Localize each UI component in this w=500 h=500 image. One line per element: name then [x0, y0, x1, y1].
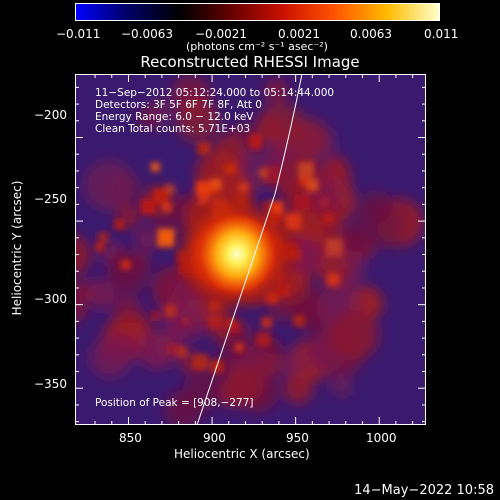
- annotation-energy-range: Energy Range: 6.0 − 12.0 keV: [95, 111, 254, 123]
- colorbar-tick-1: −0.011: [56, 27, 101, 41]
- emission-halo-blob: [75, 297, 87, 324]
- emission-structure-blob: [114, 219, 125, 230]
- emission-structure-blob: [165, 184, 175, 194]
- emission-halo-blob: [112, 335, 138, 361]
- colorbar-tick-2: −0.0063: [121, 27, 174, 41]
- emission-structure-blob: [238, 182, 249, 193]
- colorbar-tick-5: 0.0063: [350, 27, 392, 41]
- emission-structure-blob: [306, 179, 319, 191]
- rhessi-image: [75, 74, 426, 425]
- emission-structure-blob: [293, 315, 305, 327]
- emission-structure-blob: [258, 168, 268, 177]
- x-axis-label: Heliocentric X (arcsec): [174, 447, 310, 461]
- emission-halo-blob: [86, 278, 117, 310]
- emission-structure-blob: [298, 161, 315, 178]
- emission-halo-blob: [147, 97, 174, 124]
- x-tick-label-1000: 1000: [366, 431, 397, 445]
- colorbar-tick-3: −0.0021: [195, 27, 248, 41]
- emission-structure-blob: [164, 304, 177, 318]
- annotation-peak-position: Position of Peak = [908,−277]: [95, 397, 254, 409]
- emission-structure-blob: [195, 180, 211, 196]
- emission-halo-blob: [163, 389, 203, 425]
- colorbar-tick-4: 0.0021: [278, 27, 320, 41]
- emission-halo-blob: [107, 251, 150, 294]
- emission-halo-blob: [258, 101, 304, 147]
- emission-halo-blob: [135, 227, 159, 251]
- x-tick-label-900: 900: [203, 431, 226, 445]
- plot-title: Reconstructed RHESSI Image: [140, 53, 360, 71]
- emission-structure-blob: [181, 317, 190, 326]
- emission-structure-blob: [325, 238, 343, 256]
- emission-structure-blob: [157, 228, 175, 246]
- annotation-clean-counts: Clean Total counts: 5.71E+03: [95, 123, 251, 135]
- y-tick-label-neg200: −200: [34, 108, 67, 122]
- emission-structure-blob: [326, 273, 340, 286]
- emission-core: [199, 214, 275, 294]
- emission-structure-blob: [210, 179, 222, 190]
- emission-structure-blob: [299, 177, 309, 187]
- emission-structure-blob: [120, 259, 131, 270]
- y-tick-label-neg300: −300: [34, 292, 67, 306]
- x-tick-label-950: 950: [286, 431, 309, 445]
- emission-halo-blob: [175, 98, 220, 143]
- emission-halo-blob: [283, 374, 313, 404]
- emission-halo-blob: [75, 279, 93, 303]
- plot-frame: [75, 74, 426, 425]
- emission-structure-blob: [230, 322, 241, 333]
- emission-halo-blob: [329, 310, 379, 360]
- emission-structure-blob: [198, 194, 209, 205]
- emission-structure-blob: [166, 343, 178, 355]
- emission-structure-blob: [234, 342, 244, 353]
- colorbar: [75, 3, 440, 21]
- emission-halo-blob: [258, 353, 282, 377]
- x-tick-label-850: 850: [119, 431, 142, 445]
- emission-structure-blob: [150, 310, 161, 321]
- emission-structure-blob: [162, 202, 172, 212]
- y-tick-label-neg250: −250: [34, 192, 67, 206]
- emission-halo-blob: [113, 294, 142, 323]
- emission-structure-blob: [208, 315, 222, 329]
- emission-halo-blob: [83, 159, 135, 211]
- emission-structure-blob: [95, 243, 104, 252]
- colorbar-unit-label: (photons cm⁻² s⁻¹ asec⁻²): [186, 40, 328, 53]
- emission-structure-blob: [210, 185, 220, 195]
- emission-structure-blob: [140, 199, 156, 215]
- emission-halo-blob: [342, 224, 371, 253]
- colorbar-tick-6: 0.011: [424, 27, 459, 41]
- emission-halo-blob: [318, 254, 353, 289]
- emission-halo-blob: [267, 298, 291, 322]
- emission-halo-blob: [264, 78, 289, 102]
- emission-structure-blob: [193, 354, 209, 371]
- emission-structure-blob: [153, 189, 168, 204]
- emission-structure-blob: [97, 231, 109, 243]
- emission-structure-blob: [322, 212, 335, 225]
- y-tick-label-neg350: −350: [34, 377, 67, 391]
- timestamp: 14−May−2022 10:58: [354, 483, 494, 498]
- emission-structure-blob: [225, 163, 236, 174]
- emission-structure-blob: [177, 346, 187, 357]
- axis-ticks: [75, 74, 426, 425]
- emission-halo-blob: [330, 374, 353, 398]
- emission-halo-blob: [75, 234, 91, 276]
- emission-halo-blob: [223, 364, 264, 405]
- emission-structure-blob: [294, 194, 310, 210]
- annotation-detectors: Detectors: 3F 5F 6F 7F 8F, Att 0: [95, 99, 262, 111]
- emission-structure-blob: [320, 198, 329, 207]
- emission-halo-blob: [279, 349, 309, 380]
- annotation-time-range: 11−Sep−2012 05:12:24.000 to 05:14:44.000: [95, 87, 335, 99]
- emission-structure-blob: [261, 317, 272, 328]
- emission-structure-blob: [251, 142, 261, 152]
- emission-structure-blob: [197, 141, 210, 155]
- emission-structure-blob: [150, 162, 160, 172]
- emission-structure-blob: [256, 332, 271, 347]
- y-axis-label: Heliocentric Y (arcsec): [10, 180, 24, 316]
- solar-limb-line: [196, 74, 303, 425]
